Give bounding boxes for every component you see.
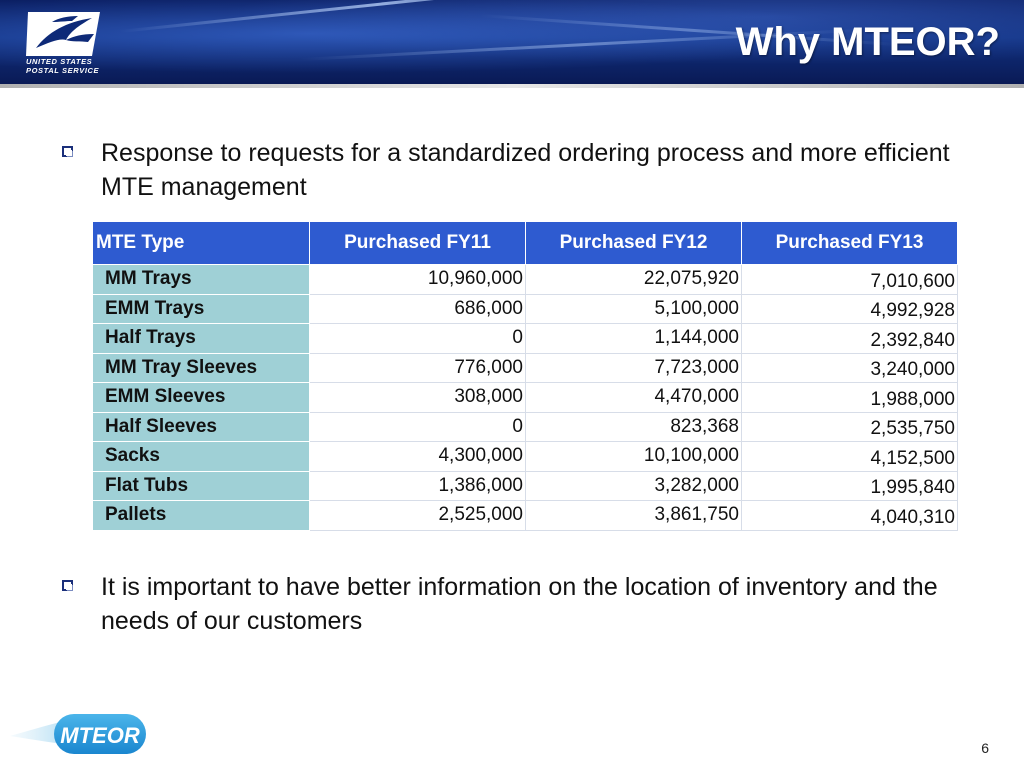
table-cell: 308,000 bbox=[309, 382, 526, 413]
column-header: Purchased FY11 bbox=[309, 221, 526, 265]
table-cell: 0 bbox=[309, 411, 526, 442]
table-cell: 2,525,000 bbox=[309, 500, 526, 531]
table-cell: 4,040,310 bbox=[741, 500, 958, 531]
table-row: Half Sleeves 0 823,368 2,535,750 bbox=[92, 411, 958, 442]
table-cell: 3,240,000 bbox=[741, 352, 958, 383]
table-cell: 2,392,840 bbox=[741, 323, 958, 354]
table-cell: 3,282,000 bbox=[525, 470, 742, 501]
row-label: Sacks bbox=[92, 441, 310, 472]
table-cell: 4,470,000 bbox=[525, 382, 742, 413]
table-header-row: MTE Type Purchased FY11 Purchased FY12 P… bbox=[92, 221, 958, 265]
table-row: Flat Tubs 1,386,000 3,282,000 1,995,840 bbox=[92, 470, 958, 501]
row-label: Half Sleeves bbox=[92, 411, 310, 442]
table-row: MM Trays 10,960,000 22,075,920 7,010,600 bbox=[92, 264, 958, 295]
table-cell: 2,535,750 bbox=[741, 411, 958, 442]
slide-title: Why MTEOR? bbox=[735, 20, 1000, 64]
table-cell: 3,861,750 bbox=[525, 500, 742, 531]
logo-text-line2: POSTAL SERVICE bbox=[26, 66, 100, 75]
row-label: Half Trays bbox=[92, 323, 310, 354]
table-cell: 7,010,600 bbox=[741, 264, 958, 295]
table-cell: 776,000 bbox=[309, 352, 526, 383]
mteor-logo: MTEOR bbox=[10, 714, 146, 754]
column-header: Purchased FY12 bbox=[525, 221, 742, 265]
logo-text-line1: UNITED STATES bbox=[26, 57, 93, 66]
page-number: 6 bbox=[981, 740, 989, 756]
row-label: Flat Tubs bbox=[92, 470, 310, 501]
bullet-square-icon bbox=[62, 146, 73, 157]
table-row: Sacks 4,300,000 10,100,000 4,152,500 bbox=[92, 441, 958, 472]
table-cell: 10,960,000 bbox=[309, 264, 526, 295]
table-cell: 0 bbox=[309, 323, 526, 354]
table-row: Half Trays 0 1,144,000 2,392,840 bbox=[92, 323, 958, 354]
table-cell: 4,152,500 bbox=[741, 441, 958, 472]
table-row: Pallets 2,525,000 3,861,750 4,040,310 bbox=[92, 500, 958, 531]
table-row: MM Tray Sleeves 776,000 7,723,000 3,240,… bbox=[92, 352, 958, 383]
column-header: Purchased FY13 bbox=[741, 221, 958, 265]
row-label: EMM Sleeves bbox=[92, 382, 310, 413]
row-label: MM Tray Sleeves bbox=[92, 352, 310, 383]
table-cell: 4,300,000 bbox=[309, 441, 526, 472]
bullet-text: Response to requests for a standardized … bbox=[101, 139, 950, 201]
table-cell: 1,995,840 bbox=[741, 470, 958, 501]
table-row: EMM Sleeves 308,000 4,470,000 1,988,000 bbox=[92, 382, 958, 413]
table-row: EMM Trays 686,000 5,100,000 4,992,928 bbox=[92, 293, 958, 324]
table-cell: 1,144,000 bbox=[525, 323, 742, 354]
table-cell: 4,992,928 bbox=[741, 293, 958, 324]
bullet-text: It is important to have better informati… bbox=[101, 573, 938, 635]
column-header: MTE Type bbox=[92, 221, 310, 265]
header-divider bbox=[0, 84, 1024, 88]
row-label: Pallets bbox=[92, 500, 310, 531]
table-cell: 7,723,000 bbox=[525, 352, 742, 383]
table-cell: 1,386,000 bbox=[309, 470, 526, 501]
table-cell: 22,075,920 bbox=[525, 264, 742, 295]
mte-purchase-table: MTE Type Purchased FY11 Purchased FY12 P… bbox=[92, 221, 958, 531]
table-cell: 5,100,000 bbox=[525, 293, 742, 324]
bullet-square-icon bbox=[62, 580, 73, 591]
eagle-icon bbox=[26, 12, 100, 56]
table-cell: 823,368 bbox=[525, 411, 742, 442]
table-cell: 1,988,000 bbox=[741, 382, 958, 413]
row-label: EMM Trays bbox=[92, 293, 310, 324]
mteor-logo-text: MTEOR bbox=[60, 723, 140, 748]
row-label: MM Trays bbox=[92, 264, 310, 295]
header-banner: UNITED STATES POSTAL SERVICE Why MTEOR? bbox=[0, 0, 1024, 84]
table-cell: 686,000 bbox=[309, 293, 526, 324]
table-cell: 10,100,000 bbox=[525, 441, 742, 472]
